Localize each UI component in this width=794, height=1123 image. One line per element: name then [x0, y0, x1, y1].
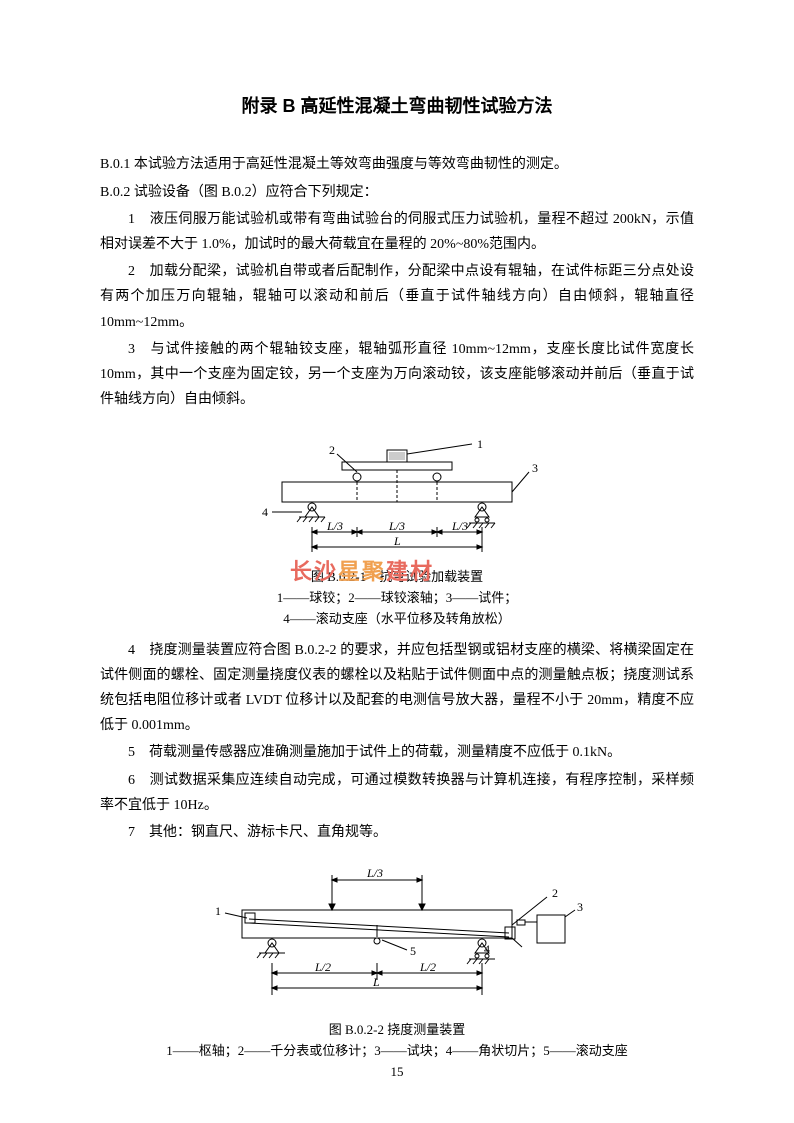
svg-text:L/3: L/3 — [366, 866, 383, 880]
para-1: 1 液压伺服万能试验机或带有弯曲试验台的伺服式压力试验机，量程不超过 200kN… — [100, 207, 694, 257]
figure-2: L/3 1 5 4 2 3 — [100, 855, 694, 1015]
svg-text:5: 5 — [410, 944, 416, 958]
fig2-caption-line1: 图 B.0.2-2 挠度测量装置 — [100, 1020, 694, 1041]
page-title: 附录 B 高延性混凝土弯曲韧性试验方法 — [100, 90, 694, 122]
svg-text:2: 2 — [329, 443, 335, 457]
figure-1-caption: 图 B.0.2-1 抗弯试验加载装置 1——球铰；2——球铰滚轴；3——试件； … — [100, 567, 694, 629]
page-number: 15 — [0, 1060, 794, 1083]
para-2: 2 加载分配梁，试验机自带或者后配制作，分配梁中点设有辊轴，在试件标距三分点处设… — [100, 259, 694, 335]
svg-text:L: L — [393, 534, 401, 548]
svg-text:3: 3 — [532, 461, 538, 475]
fig1-caption-line1: 图 B.0.2-1 抗弯试验加载装置 — [100, 567, 694, 588]
svg-text:L/3: L/3 — [388, 519, 405, 533]
para-3: 3 与试件接触的两个辊轴铰支座，辊轴弧形直径 10mm~12mm，支座长度比试件… — [100, 337, 694, 413]
svg-text:3: 3 — [577, 900, 583, 914]
figure-2-caption: 图 B.0.2-2 挠度测量装置 1——枢轴；2——千分表或位移计；3——试块；… — [100, 1020, 694, 1062]
figure-1: 1 2 3 4 L/3 L/3 L/3 L — [100, 422, 694, 562]
fig1-caption-line3: 4——滚动支座（水平位移及转角放松） — [100, 609, 694, 630]
svg-text:L/2: L/2 — [314, 960, 331, 974]
svg-text:L/3: L/3 — [451, 519, 468, 533]
para-b02: B.0.2 试验设备（图 B.0.2）应符合下列规定： — [100, 180, 694, 205]
svg-text:L/2: L/2 — [419, 960, 436, 974]
para-7: 7 其他：钢直尺、游标卡尺、直角规等。 — [100, 820, 694, 845]
svg-text:4: 4 — [262, 505, 268, 519]
para-6: 6 测试数据采集应连续自动完成，可通过模数转换器与计算机连接，有程序控制，采样频… — [100, 768, 694, 818]
fig1-caption-line2: 1——球铰；2——球铰滚轴；3——试件； — [100, 588, 694, 609]
svg-text:1: 1 — [477, 437, 483, 451]
para-b01: B.0.1 本试验方法适用于高延性混凝土等效弯曲强度与等效弯曲韧性的测定。 — [100, 152, 694, 177]
para-5: 5 荷载测量传感器应准确测量施加于试件上的荷载，测量精度不应低于 0.1kN。 — [100, 740, 694, 765]
svg-text:2: 2 — [552, 886, 558, 900]
para-4: 4 挠度测量装置应符合图 B.0.2-2 的要求，并应包括型钢或铝材支座的横梁、… — [100, 638, 694, 739]
svg-text:L: L — [372, 975, 380, 989]
svg-text:L/3: L/3 — [326, 519, 343, 533]
svg-text:1: 1 — [215, 904, 221, 918]
